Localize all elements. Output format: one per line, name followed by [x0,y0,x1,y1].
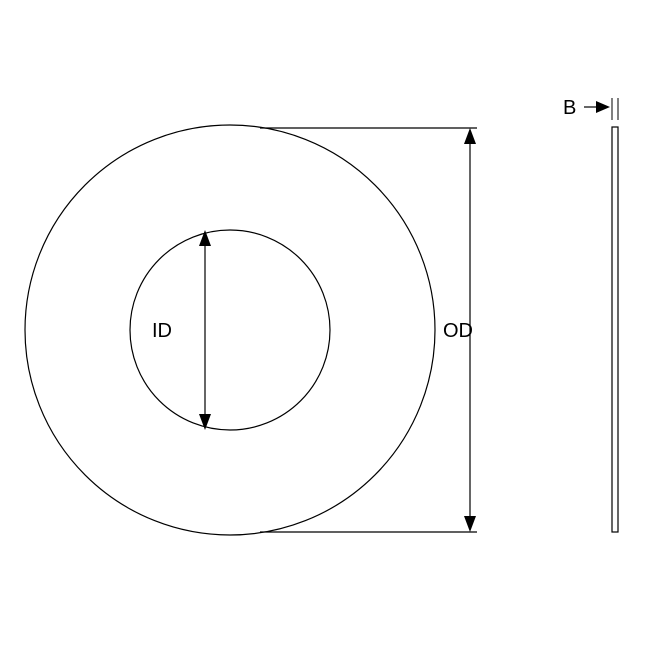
od-label: OD [443,320,473,342]
dimension-id: ID [152,230,211,430]
dimension-od: OD [260,128,477,532]
washer-diagram: ID OD B [0,0,670,670]
b-label: B [563,97,576,119]
washer-front-view [25,125,435,535]
outer-circle [25,125,435,535]
id-label: ID [152,320,172,342]
washer-side-view [612,127,618,532]
dimension-b: B [563,97,618,120]
